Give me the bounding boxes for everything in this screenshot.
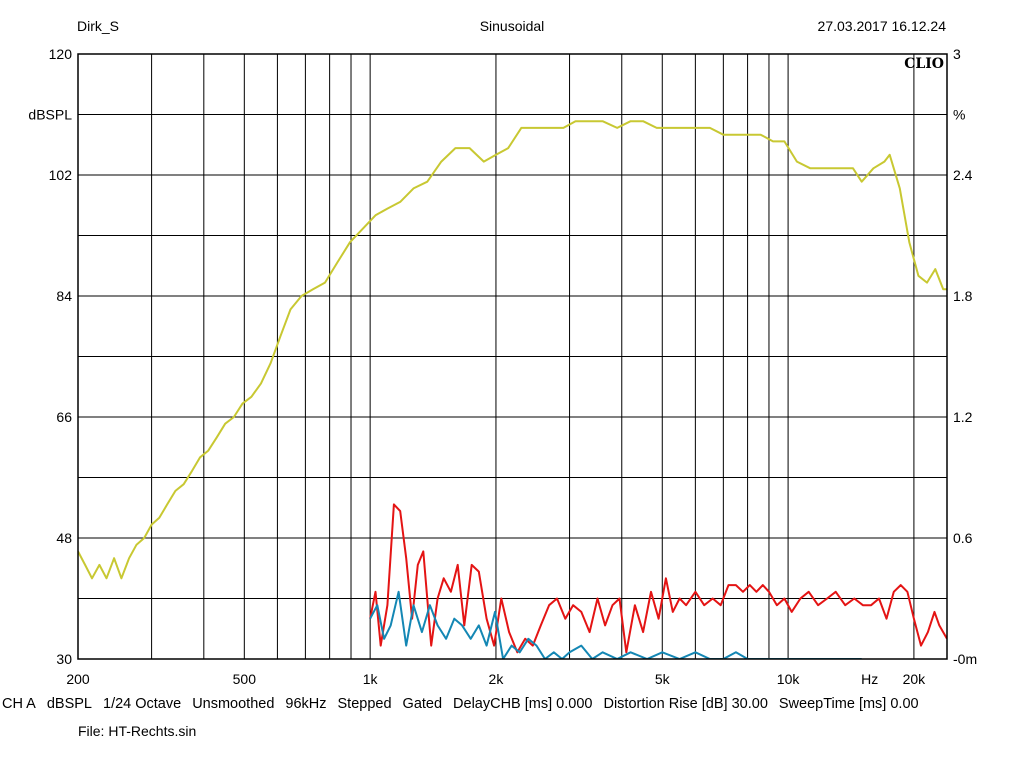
plot-frame bbox=[77, 53, 948, 660]
x-tick-label: 10k bbox=[777, 671, 801, 687]
y2-tick-label: 1.2 bbox=[953, 409, 973, 425]
status-item: 96kHz bbox=[285, 696, 327, 712]
x-tick-label: 500 bbox=[233, 671, 257, 687]
y-axis-label: dBSPL bbox=[28, 107, 72, 123]
status-item: Distortion Rise [dB] 30.00 bbox=[603, 696, 768, 712]
y-tick-label: 48 bbox=[56, 530, 72, 546]
status-item: SweepTime [ms] 0.00 bbox=[778, 696, 919, 712]
y-tick-label: 102 bbox=[49, 167, 73, 183]
y-tick-label: 120 bbox=[49, 46, 73, 62]
y-tick-label: 66 bbox=[56, 409, 72, 425]
file-name: File: HT-Rechts.sin bbox=[78, 723, 197, 739]
x-tick-label: 2k bbox=[489, 671, 505, 687]
status-item: DelayCHB [ms] 0.000 bbox=[453, 696, 593, 712]
y2-tick-label: 1.8 bbox=[953, 288, 973, 304]
y2-tick-label: 0.6 bbox=[953, 530, 973, 546]
status-item: 1/24 Octave bbox=[103, 696, 182, 712]
grid bbox=[78, 54, 947, 659]
y-tick-label: 84 bbox=[56, 288, 72, 304]
series-line-red bbox=[369, 503, 947, 654]
header-datetime: 27.03.2017 16.12.24 bbox=[817, 18, 946, 34]
axis-labels: 120 102 84 66 48 30 dBSPL 3 2.4 1.8 1.2 0.6 -0m% 200 5… bbox=[28, 46, 977, 687]
y2-tick-label: -0m bbox=[953, 651, 977, 667]
x-tick-label: 5k bbox=[655, 671, 671, 687]
x-unit-label: Hz bbox=[861, 671, 878, 687]
series-line-blue bbox=[369, 590, 862, 659]
y2-axis-label: % bbox=[953, 107, 965, 123]
status-item: dBSPL bbox=[46, 696, 92, 712]
status-item: CH A bbox=[2, 696, 36, 712]
frequency-response-chart: 120 102 84 66 48 30 dBSPL 3 2.4 1.8 1.2 0.6 -0m% 200 5… bbox=[28, 46, 977, 687]
status-item: Gated bbox=[402, 696, 443, 712]
x-tick-label: 1k bbox=[363, 671, 379, 687]
y-tick-label: 30 bbox=[56, 651, 72, 667]
status-bar: CH A dBSPL 1/24 Octave Unsmoothed 96kHz Stepp… bbox=[2, 696, 930, 712]
x-tick-label: 20k bbox=[903, 671, 927, 687]
y2-tick-label: 2.4 bbox=[953, 167, 973, 183]
status-item: Unsmoothed bbox=[192, 696, 275, 712]
header-mode: Sinusoidal bbox=[479, 18, 545, 34]
status-item: Stepped bbox=[337, 696, 392, 712]
y2-tick-label: 3 bbox=[953, 46, 961, 62]
series-line-yellow bbox=[78, 120, 947, 580]
series-layer bbox=[78, 120, 947, 659]
x-tick-label: 200 bbox=[66, 671, 90, 687]
clio-logo: CLIO bbox=[904, 56, 944, 72]
header-user: Dirk_S bbox=[77, 18, 120, 34]
